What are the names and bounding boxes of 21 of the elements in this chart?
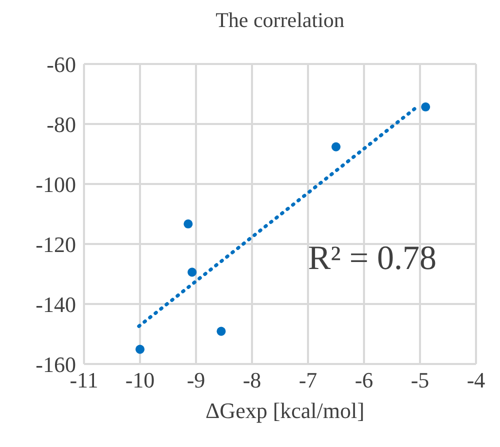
annotation: R² = 0.78 (308, 240, 437, 278)
y-tick-label: -80 (46, 112, 76, 137)
y-tick-label: -100 (36, 172, 76, 197)
x-axis-title: ΔGexp [kcal/mol] (204, 398, 366, 424)
y-tick-label: -120 (36, 232, 76, 257)
x-tick-label: -8 (242, 368, 262, 393)
point (184, 219, 193, 228)
point (421, 102, 430, 112)
x-tick-label: -4 (466, 368, 486, 393)
y-tick-label: -60 (46, 52, 76, 77)
point (188, 268, 197, 277)
x-tick-label: -10 (125, 368, 155, 393)
point (135, 344, 145, 354)
x-tick-label: -7 (298, 368, 318, 393)
x-tick-label: -6 (354, 368, 374, 393)
x-tick-label: -9 (186, 368, 206, 393)
y-tick-label: -140 (36, 292, 76, 317)
point (216, 326, 226, 336)
point (331, 142, 341, 152)
chart-title: The correlation (214, 8, 346, 34)
x-tick-label: -5 (410, 368, 430, 393)
